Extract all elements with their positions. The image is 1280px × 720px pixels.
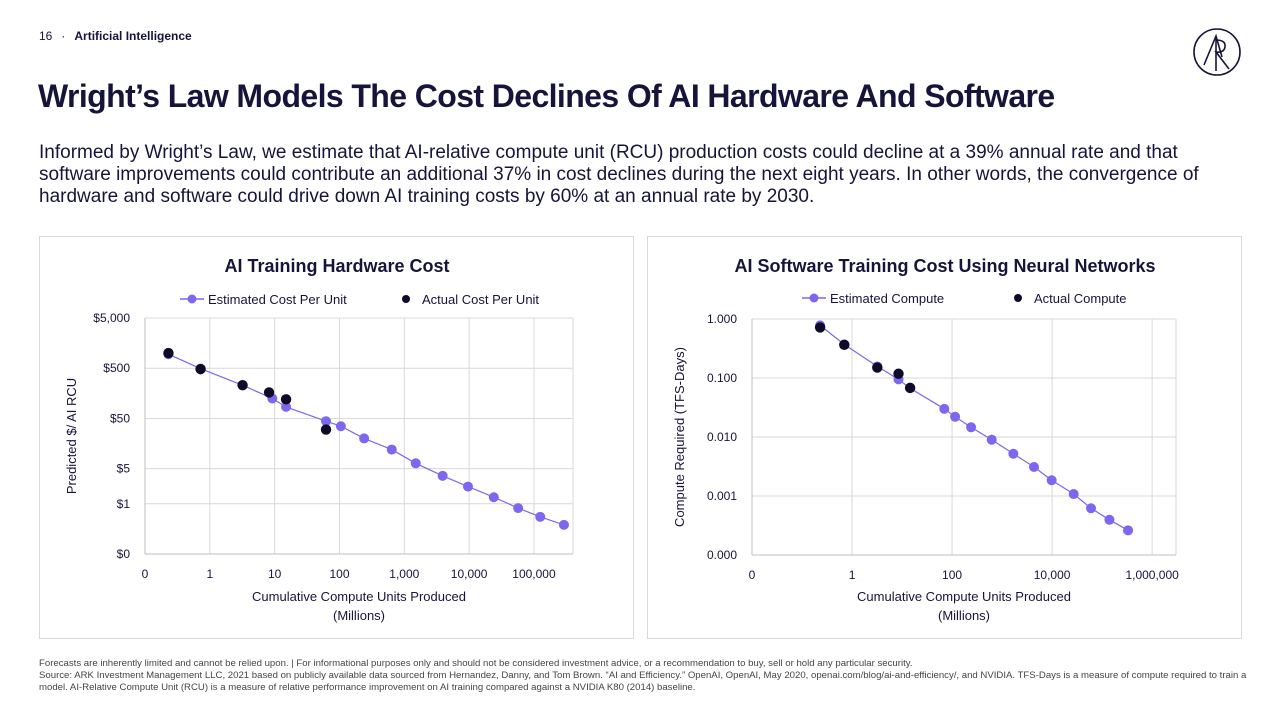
estimated-data-point — [321, 416, 332, 427]
estimated-series-line — [168, 353, 565, 526]
x-tick-label: 10,000 — [1034, 568, 1071, 582]
x-tick-label: 0 — [142, 567, 149, 581]
legend-marker-estimated — [809, 293, 819, 303]
estimated-data-point — [986, 434, 997, 445]
y-tick-label: $500 — [103, 361, 130, 375]
actual-data-point — [839, 339, 850, 351]
estimated-data-point — [410, 458, 421, 469]
estimated-data-point — [1029, 462, 1040, 473]
page-description: Informed by Wright’s Law, we estimate th… — [39, 142, 1199, 207]
legend-label-actual: Actual Compute — [1034, 291, 1127, 306]
estimated-data-point — [462, 481, 473, 492]
estimated-data-point — [488, 492, 499, 503]
x-axis-label-units: (Millions) — [938, 608, 990, 623]
legend-label-estimated: Estimated Compute — [830, 291, 944, 306]
footer-notes: Forecasts are inherently limited and can… — [39, 658, 1249, 694]
estimated-data-point — [966, 422, 977, 433]
x-tick-label: 10 — [268, 567, 282, 581]
hardware-cost-chart: AI Training Hardware Cost 0 1 10 100 1,000 10,… — [64, 256, 574, 623]
estimated-data-point — [513, 503, 524, 514]
estimated-data-point — [359, 433, 370, 444]
footer-source: Source: ARK Investment Management LLC, 2… — [39, 670, 1247, 693]
y-tick-label: 0.100 — [707, 371, 737, 385]
y-tick-label: 1.000 — [707, 312, 737, 326]
legend-marker-actual — [402, 295, 410, 303]
software-chart-panel: AI Software Training Cost Using Neural N… — [647, 236, 1242, 639]
y-tick-label: $5 — [117, 462, 131, 476]
actual-data-point — [263, 387, 275, 398]
legend-marker-actual — [1014, 294, 1022, 302]
estimated-data-point — [1046, 475, 1057, 486]
y-tick-label: 0.000 — [707, 548, 737, 562]
y-tick-label: $0 — [117, 547, 131, 561]
estimated-data-point — [535, 511, 546, 522]
legend-label-estimated: Estimated Cost Per Unit — [208, 292, 347, 307]
actual-data-point — [320, 424, 332, 435]
actual-data-point — [872, 362, 883, 373]
estimated-data-point — [1086, 503, 1097, 514]
y-axis-label: Compute Required (TFS-Days) — [672, 347, 687, 527]
y-tick-label: $1 — [117, 497, 131, 511]
x-axis-label-units: (Millions) — [333, 608, 385, 623]
legend-marker-estimated — [187, 294, 197, 304]
hardware-chart-panel: AI Training Hardware Cost 0 1 10 100 1,000 10,… — [39, 236, 634, 639]
chart-title: AI Software Training Cost Using Neural N… — [734, 256, 1155, 276]
estimated-data-point — [1068, 489, 1079, 500]
estimated-data-point — [950, 411, 961, 422]
y-axis-label: Predicted $/ AI RCU — [64, 378, 79, 494]
actual-data-point — [814, 322, 826, 333]
header-separator: · — [61, 29, 66, 43]
estimated-data-point — [1123, 525, 1134, 536]
estimated-data-point — [437, 470, 448, 481]
x-tick-label: 100 — [329, 567, 349, 581]
legend-label-actual: Actual Cost Per Unit — [422, 292, 539, 307]
estimated-data-point — [1008, 448, 1019, 459]
x-axis-label: Cumulative Compute Units Produced — [252, 589, 466, 604]
y-tick-label: 0.010 — [707, 430, 737, 444]
estimated-data-point — [281, 401, 292, 412]
y-tick-label: $50 — [110, 411, 130, 425]
actual-data-point — [237, 379, 248, 391]
x-tick-label: 1,000,000 — [1125, 568, 1179, 582]
actual-data-point — [195, 363, 206, 375]
page-header: 16 · Artificial Intelligence — [39, 29, 192, 43]
software-cost-chart: AI Software Training Cost Using Neural N… — [672, 256, 1179, 623]
x-tick-label: 1 — [206, 567, 213, 581]
actual-data-point — [163, 347, 174, 359]
chart-title: AI Training Hardware Cost — [224, 256, 449, 276]
section-label: Artificial Intelligence — [74, 29, 192, 43]
estimated-data-point — [558, 519, 569, 530]
y-tick-label: $5,000 — [93, 311, 130, 325]
estimated-series-line — [819, 324, 1129, 531]
actual-data-point — [904, 382, 916, 394]
estimated-data-point — [335, 421, 346, 432]
actual-data-point — [280, 394, 292, 405]
page-number: 16 — [39, 29, 53, 43]
x-tick-label: 10,000 — [451, 567, 488, 581]
x-tick-label: 1 — [849, 568, 856, 582]
x-tick-label: 1,000 — [389, 567, 419, 581]
actual-data-point — [893, 368, 904, 379]
estimated-data-point — [1104, 514, 1115, 525]
ark-logo-icon — [1193, 28, 1241, 76]
x-tick-label: 0 — [749, 568, 756, 582]
x-tick-label: 100 — [942, 568, 962, 582]
x-axis-label: Cumulative Compute Units Produced — [857, 589, 1071, 604]
estimated-data-point — [939, 403, 950, 414]
y-tick-label: 0.001 — [707, 489, 737, 503]
footer-disclaimer: Forecasts are inherently limited and can… — [39, 658, 913, 669]
x-tick-label: 100,000 — [512, 567, 556, 581]
page-title: Wright’s Law Models The Cost Declines Of… — [38, 78, 1055, 114]
estimated-data-point — [386, 444, 397, 455]
